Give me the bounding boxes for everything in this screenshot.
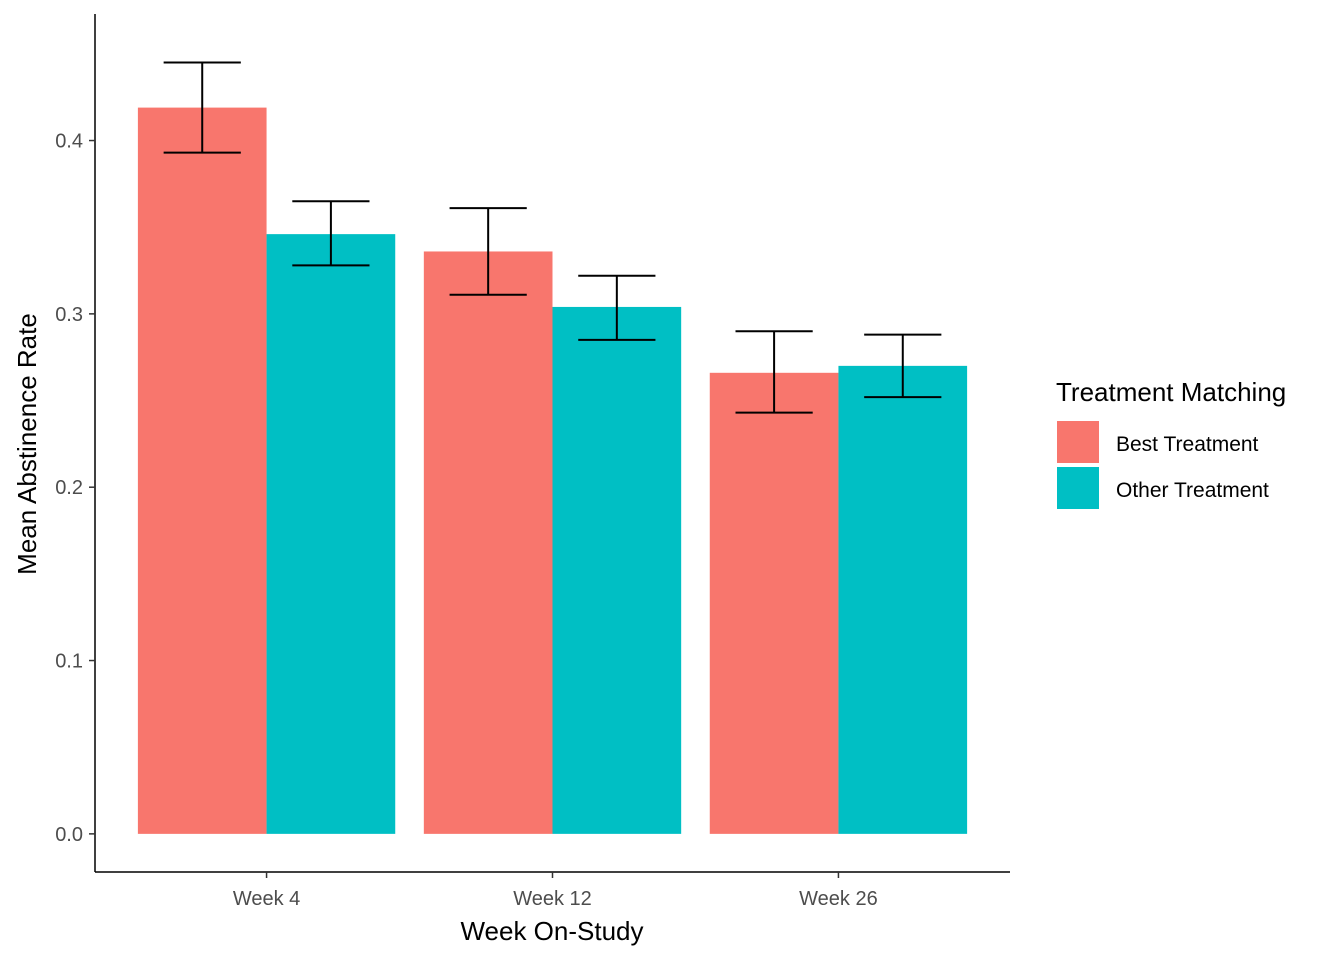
bar-week-26-other-treatment — [838, 365, 968, 834]
legend-swatch-best-treatment — [1057, 421, 1099, 463]
error-bar-week-26-other-treatment — [864, 333, 942, 399]
y-tick-label: 0.2 — [55, 477, 83, 499]
bar-week-12-other-treatment — [552, 306, 682, 834]
bar-week-4-other-treatment — [266, 234, 396, 834]
error-bars-layer — [163, 61, 942, 414]
error-bar-week-12-other-treatment — [578, 274, 656, 341]
y-axis-title: Mean Abstinence Rate — [12, 313, 42, 575]
x-axis-title: Week On-Study — [460, 916, 643, 946]
error-bar-week-4-best-treatment — [163, 61, 241, 154]
bar-week-12-best-treatment — [423, 251, 553, 834]
x-axis-ticks: Week 4 Week 12 Week 26 — [233, 872, 878, 910]
x-tick-label-week-26: Week 26 — [799, 888, 878, 910]
x-tick-label-week-12: Week 12 — [513, 888, 592, 910]
legend-swatch-other-treatment — [1057, 467, 1099, 509]
y-axis-ticks: 0.0 0.1 0.2 0.3 0.4 — [55, 131, 95, 846]
bar-week-26-best-treatment — [709, 372, 839, 834]
error-bar-week-4-other-treatment — [292, 200, 370, 267]
error-bar-week-12-best-treatment — [449, 207, 527, 296]
error-bar-week-26-best-treatment — [735, 330, 813, 414]
y-tick-label: 0.1 — [55, 651, 83, 673]
x-tick-label-week-4: Week 4 — [233, 888, 300, 910]
y-tick-label: 0.3 — [55, 304, 83, 326]
legend-label-other-treatment: Other Treatment — [1116, 479, 1269, 502]
y-tick-label: 0.0 — [55, 824, 83, 846]
bars-layer — [137, 107, 968, 834]
legend: Treatment Matching Best Treatment Other … — [1056, 377, 1286, 509]
y-tick-label: 0.4 — [55, 131, 83, 153]
legend-label-best-treatment: Best Treatment — [1116, 433, 1259, 456]
bar-week-4-best-treatment — [137, 107, 267, 834]
legend-title: Treatment Matching — [1056, 377, 1286, 407]
